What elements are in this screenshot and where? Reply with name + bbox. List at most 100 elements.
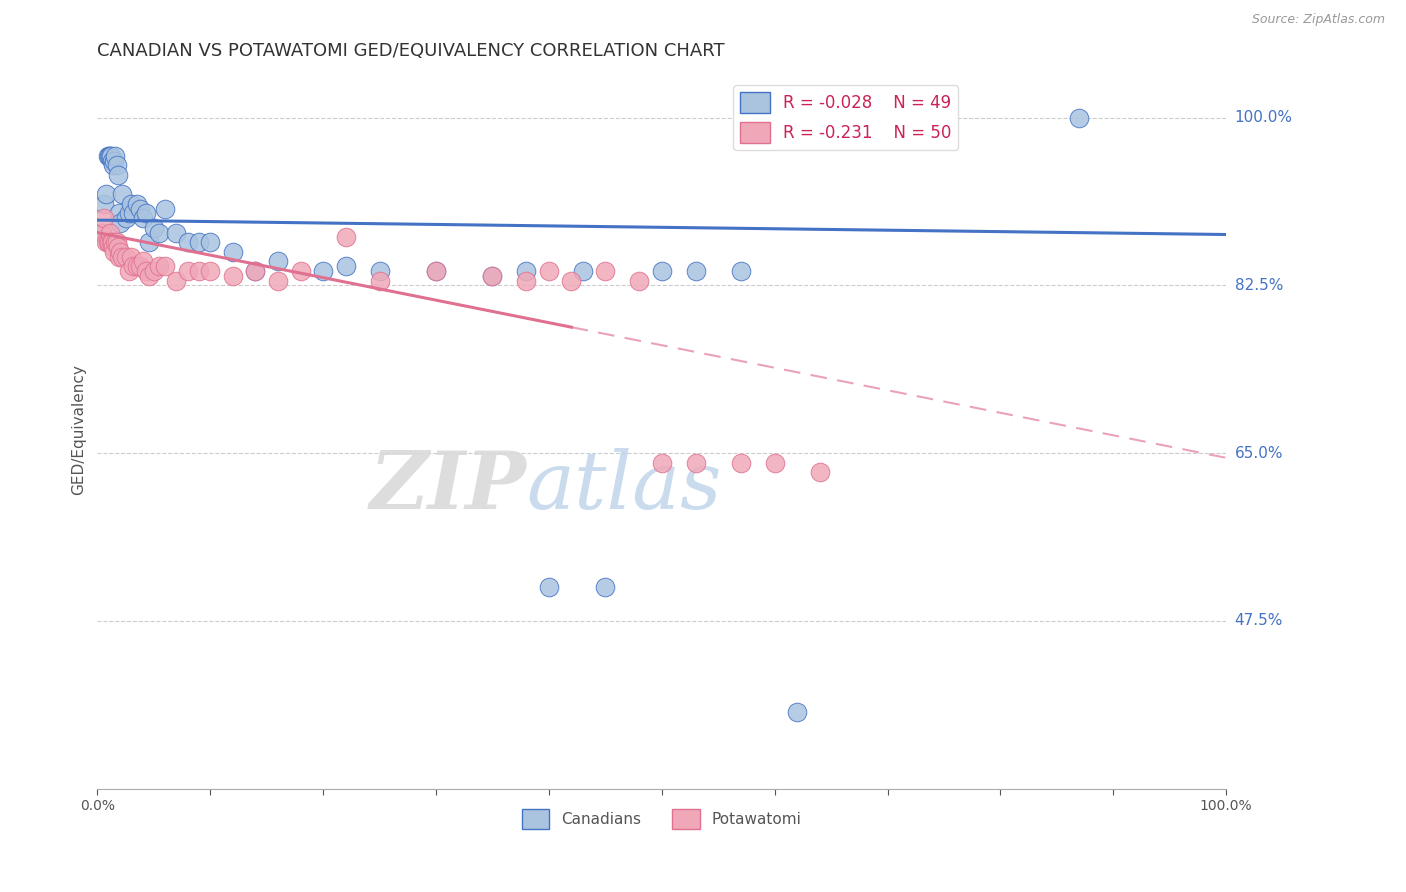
Text: 47.5%: 47.5% — [1234, 614, 1282, 628]
Point — [114, 211, 136, 226]
Point — [135, 206, 157, 220]
Point — [96, 149, 118, 163]
Point — [290, 264, 312, 278]
Point — [786, 705, 808, 719]
Text: 82.5%: 82.5% — [1234, 277, 1282, 293]
Point — [129, 202, 152, 216]
Point — [108, 216, 131, 230]
Point — [651, 264, 673, 278]
Point — [108, 244, 131, 259]
Point — [537, 580, 560, 594]
Point — [267, 254, 290, 268]
Point — [125, 259, 148, 273]
Point — [131, 254, 153, 268]
Point — [730, 264, 752, 278]
Text: atlas: atlas — [526, 448, 721, 525]
Point — [188, 264, 211, 278]
Point — [188, 235, 211, 250]
Point — [122, 259, 145, 273]
Point — [148, 226, 170, 240]
Point — [335, 259, 357, 273]
Point — [200, 264, 222, 278]
Point — [312, 264, 335, 278]
Point — [129, 259, 152, 273]
Point — [90, 226, 112, 240]
Point — [481, 268, 503, 283]
Point — [651, 456, 673, 470]
Point — [138, 268, 160, 283]
Point — [101, 235, 124, 250]
Point — [425, 264, 447, 278]
Point — [200, 235, 222, 250]
Point — [808, 465, 831, 479]
Point — [245, 264, 267, 278]
Point — [96, 235, 118, 250]
Point — [142, 220, 165, 235]
Point — [98, 149, 121, 163]
Point — [122, 206, 145, 220]
Point — [335, 230, 357, 244]
Point — [571, 264, 593, 278]
Point — [131, 211, 153, 226]
Point — [93, 197, 115, 211]
Point — [97, 149, 120, 163]
Point — [148, 259, 170, 273]
Text: 100.0%: 100.0% — [1234, 110, 1292, 125]
Y-axis label: GED/Equivalency: GED/Equivalency — [72, 364, 86, 494]
Point — [267, 273, 290, 287]
Point — [515, 264, 537, 278]
Point — [101, 153, 124, 168]
Text: Source: ZipAtlas.com: Source: ZipAtlas.com — [1251, 13, 1385, 27]
Point — [105, 235, 128, 250]
Point — [425, 264, 447, 278]
Point — [1069, 111, 1091, 125]
Point — [120, 197, 142, 211]
Point — [101, 159, 124, 173]
Point — [685, 264, 707, 278]
Point — [153, 259, 176, 273]
Point — [111, 250, 134, 264]
Point — [368, 273, 391, 287]
Point — [103, 153, 125, 168]
Point — [537, 264, 560, 278]
Point — [96, 187, 118, 202]
Point — [222, 268, 245, 283]
Point — [114, 250, 136, 264]
Text: 65.0%: 65.0% — [1234, 445, 1284, 460]
Point — [107, 168, 129, 182]
Point — [595, 580, 617, 594]
Point — [105, 159, 128, 173]
Point — [104, 235, 127, 250]
Point — [730, 456, 752, 470]
Point — [103, 244, 125, 259]
Point — [107, 206, 129, 220]
Legend: Canadians, Potawatomi: Canadians, Potawatomi — [516, 803, 808, 835]
Point — [96, 235, 118, 250]
Point — [101, 240, 124, 254]
Point — [165, 273, 187, 287]
Point — [176, 264, 198, 278]
Point — [100, 149, 122, 163]
Point — [368, 264, 391, 278]
Point — [763, 456, 786, 470]
Point — [135, 264, 157, 278]
Point — [104, 149, 127, 163]
Point — [685, 456, 707, 470]
Point — [165, 226, 187, 240]
Point — [100, 235, 122, 250]
Point — [125, 197, 148, 211]
Point — [595, 264, 617, 278]
Point — [142, 264, 165, 278]
Point — [98, 226, 121, 240]
Point — [107, 250, 129, 264]
Point — [245, 264, 267, 278]
Point — [118, 264, 141, 278]
Point — [628, 273, 651, 287]
Point — [120, 250, 142, 264]
Point — [515, 273, 537, 287]
Point — [176, 235, 198, 250]
Point — [560, 273, 582, 287]
Point — [97, 235, 120, 250]
Point — [90, 226, 112, 240]
Point — [138, 235, 160, 250]
